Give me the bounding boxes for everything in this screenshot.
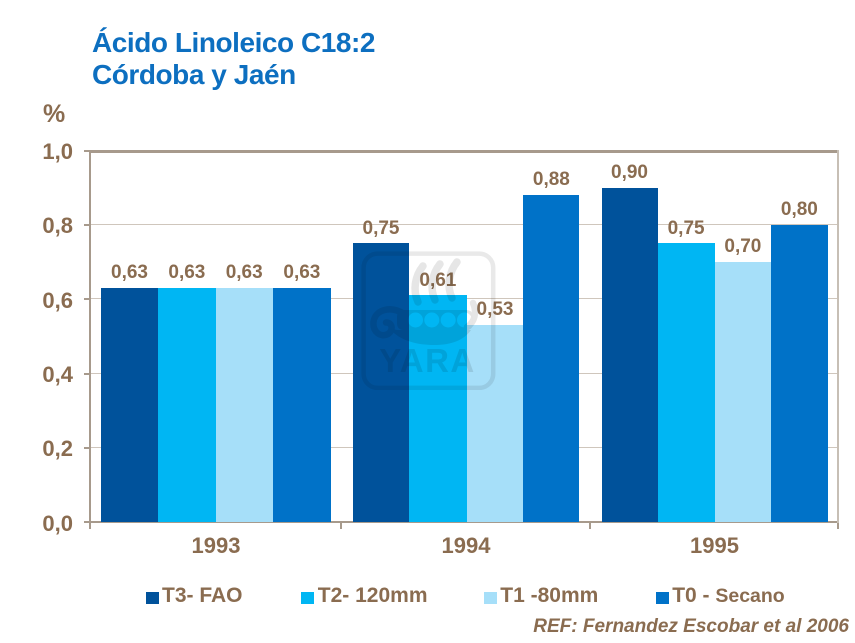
svg-text:YARA: YARA <box>379 342 475 379</box>
